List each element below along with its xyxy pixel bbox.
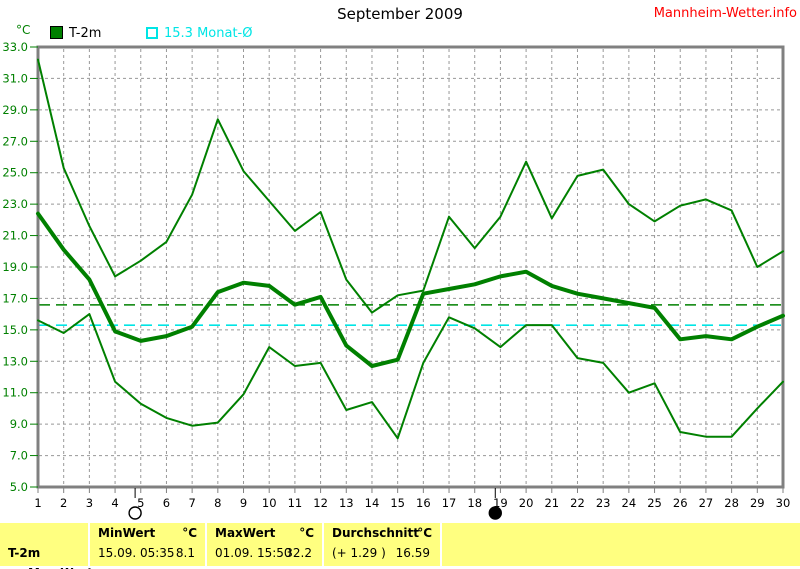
x-tick-label: 26 xyxy=(673,496,688,510)
x-tick-label: 7 xyxy=(188,496,195,510)
x-tick-label: 21 xyxy=(544,496,559,510)
full-moon-icon xyxy=(128,506,142,520)
x-tick-label: 20 xyxy=(519,496,534,510)
y-axis-unit-label: °C xyxy=(16,23,31,37)
x-tick-label: 25 xyxy=(647,496,662,510)
durchschnitt-header: Durchschnitt °C xyxy=(332,526,432,540)
x-tick-label: 29 xyxy=(750,496,765,510)
x-tick-label: 6 xyxy=(163,496,170,510)
x-tick-label: 23 xyxy=(596,496,611,510)
series-max-line xyxy=(37,58,784,314)
y-tick-label: 9.0 xyxy=(10,417,28,431)
x-tick-label: 9 xyxy=(240,496,247,510)
page-title: September 2009 xyxy=(337,5,463,23)
x-tick-label: 14 xyxy=(365,496,380,510)
x-tick-label: 18 xyxy=(467,496,482,510)
x-tick-label: 13 xyxy=(339,496,354,510)
y-tick-label: 15.0 xyxy=(2,323,28,337)
minwert-value: 15.09. 05:35 8.1 xyxy=(98,546,195,560)
maxwert-header: MaxWert °C xyxy=(215,526,314,540)
table-cell-durchschnitt: Durchschnitt °C (+ 1.29 ) 16.59 xyxy=(324,523,440,566)
y-tick-label: 11.0 xyxy=(2,386,28,400)
x-tick-label: 27 xyxy=(699,496,714,510)
temperature-line-chart: 33.031.029.027.025.023.021.019.017.015.0… xyxy=(2,40,791,520)
minwert-header: MinWert °C xyxy=(98,526,197,540)
t2m-legend-label: T-2m xyxy=(69,26,102,41)
maxwert-value: 01.09. 15:50 32.2 xyxy=(215,546,312,560)
series-min-line xyxy=(37,313,784,440)
t2m-series-swatch-icon xyxy=(50,26,63,39)
y-tick-label: 7.0 xyxy=(10,449,28,463)
site-link[interactable]: Mannheim-Wetter.info xyxy=(653,6,797,21)
monthly-avg-swatch-icon xyxy=(146,27,158,39)
durchschnitt-value: (+ 1.29 ) 16.59 xyxy=(332,546,430,560)
y-tick-label: 17.0 xyxy=(2,291,28,305)
x-tick-label: 3 xyxy=(86,496,93,510)
x-tick-label: 16 xyxy=(416,496,431,510)
x-tick-label: 28 xyxy=(724,496,739,510)
series-mean-line xyxy=(36,211,785,368)
y-tick-label: 33.0 xyxy=(2,40,28,54)
x-tick-label: 24 xyxy=(622,496,637,510)
x-tick-label: 2 xyxy=(60,496,67,510)
x-tick-label: 4 xyxy=(111,496,118,510)
x-tick-label: 10 xyxy=(262,496,277,510)
legend-monthly-average: 15.3 Monat-Ø xyxy=(146,26,252,41)
new-moon-icon xyxy=(488,506,502,520)
x-tick-label: 15 xyxy=(390,496,405,510)
x-tick-label: 11 xyxy=(288,496,303,510)
x-tick-label: 22 xyxy=(570,496,585,510)
y-tick-label: 29.0 xyxy=(2,103,28,117)
clipped-next-row-label: Max.Wert xyxy=(28,566,93,569)
x-tick-label: 17 xyxy=(442,496,457,510)
y-tick-label: 25.0 xyxy=(2,166,28,180)
y-tick-label: 31.0 xyxy=(2,71,28,85)
x-tick-label: 1 xyxy=(34,496,41,510)
table-cell-empty xyxy=(442,523,800,566)
y-tick-label: 21.0 xyxy=(2,229,28,243)
x-tick-label: 8 xyxy=(214,496,221,510)
y-tick-label: 19.0 xyxy=(2,260,28,274)
monthly-avg-legend-label: 15.3 Monat-Ø xyxy=(164,26,253,41)
y-tick-label: 13.0 xyxy=(2,354,28,368)
y-tick-label: 27.0 xyxy=(2,134,28,148)
x-tick-label: 30 xyxy=(776,496,791,510)
legend-t2m: T-2m xyxy=(50,26,101,41)
y-tick-label: 23.0 xyxy=(2,197,28,211)
table-cell-maxwert: MaxWert °C 01.09. 15:50 32.2 xyxy=(207,523,322,566)
x-tick-label: 5 xyxy=(137,496,144,510)
x-tick-label: 12 xyxy=(313,496,328,510)
y-tick-label: 5.0 xyxy=(10,480,28,494)
table-cell-minwert: MinWert °C 15.09. 05:35 8.1 xyxy=(90,523,205,566)
table-row-label: T-2m xyxy=(8,546,41,560)
table-cell-sensor: T-2m xyxy=(0,523,88,566)
